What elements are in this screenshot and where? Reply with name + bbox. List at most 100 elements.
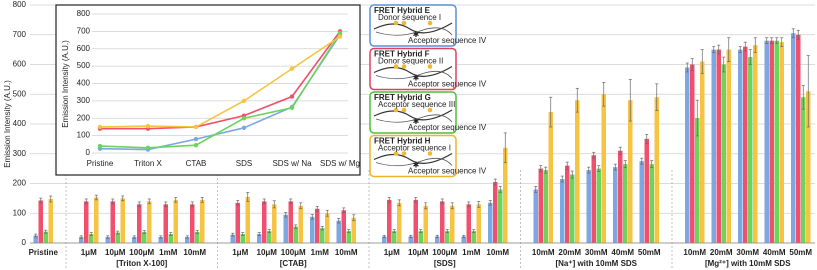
error-bar xyxy=(695,99,699,137)
bar xyxy=(190,204,195,243)
error-bar xyxy=(498,186,502,193)
bar xyxy=(43,231,48,243)
bar xyxy=(764,40,769,244)
bar xyxy=(570,174,575,243)
panel-label: Acceptor sequence I xyxy=(378,144,451,153)
x-tick-label: 100μM xyxy=(129,248,154,257)
y-tick-label: 500 xyxy=(13,89,27,98)
error-bar xyxy=(539,165,543,172)
error-bar xyxy=(132,235,136,239)
bar xyxy=(413,199,418,243)
fluorophore: ✱ xyxy=(413,161,420,170)
error-bar xyxy=(618,146,622,155)
y-tick-label: 200 xyxy=(13,179,27,188)
bar xyxy=(38,200,43,243)
error-bar xyxy=(560,175,564,183)
error-bar xyxy=(503,132,507,164)
group-label: [Triton X-100] xyxy=(116,259,167,268)
error-bar xyxy=(780,37,784,48)
bar xyxy=(801,97,806,243)
y-tick-label: 0 xyxy=(22,238,27,247)
inset-point xyxy=(289,105,295,111)
bar xyxy=(240,234,245,243)
bar xyxy=(392,231,397,243)
panel-title: FRET Hybrid F xyxy=(374,50,430,59)
x-tick-label: 10μM xyxy=(408,248,429,257)
bar xyxy=(33,235,38,243)
error-bar xyxy=(472,229,476,233)
inset-point xyxy=(97,124,103,130)
dye xyxy=(393,151,399,156)
error-bar xyxy=(770,37,774,45)
bar xyxy=(716,49,721,243)
bar xyxy=(163,204,168,243)
error-bar xyxy=(246,192,250,202)
bar xyxy=(272,204,277,243)
strand xyxy=(373,22,453,34)
fluorophore: ✱ xyxy=(413,30,420,39)
inset-y-tick-label: 300 xyxy=(77,96,91,105)
x-tick-label: 10mM xyxy=(486,248,509,257)
bar xyxy=(450,205,455,243)
panel-frame xyxy=(369,47,457,91)
group-label: [CTAB] xyxy=(280,259,307,268)
bar xyxy=(639,161,644,243)
strand xyxy=(375,70,453,80)
bar xyxy=(387,199,392,243)
bar xyxy=(796,34,801,243)
error-bar xyxy=(587,166,591,174)
strand xyxy=(373,152,453,164)
dye xyxy=(427,151,433,156)
inset-y-tick-label: 800 xyxy=(77,9,91,18)
bar xyxy=(200,199,205,243)
x-tick-label: 10μM xyxy=(105,248,126,257)
fret-panel: FRET Hybrid F ✱ Donor sequence II Acceptor … xyxy=(369,47,487,91)
y-axis-label: Emission Intensity (A.U.) xyxy=(3,80,12,168)
panel-label: Acceptor sequence III xyxy=(378,100,455,109)
error-bar xyxy=(445,229,449,233)
panel-label: Acceptor sequence IV xyxy=(408,167,487,176)
error-bar xyxy=(493,178,497,186)
error-bar xyxy=(717,44,721,55)
error-bar xyxy=(801,84,805,110)
dye xyxy=(401,151,407,156)
error-bar xyxy=(645,134,649,144)
bar xyxy=(618,150,623,243)
error-bar xyxy=(685,62,689,73)
x-tick-label: 50mM xyxy=(789,248,812,257)
fret-panel: FRET Hybrid G ✱ Acceptor sequence III Accep… xyxy=(369,91,487,134)
bar xyxy=(700,61,705,244)
bar xyxy=(493,182,498,243)
dye xyxy=(427,107,433,113)
inset-point xyxy=(193,124,199,130)
error-bar xyxy=(142,230,146,234)
inset-y-tick-label: 400 xyxy=(77,79,91,88)
error-bar xyxy=(84,198,88,205)
bar xyxy=(586,170,591,243)
error-bar xyxy=(195,230,199,234)
x-tick-label: 10mM xyxy=(183,248,206,257)
x-tick-label: 1mM xyxy=(462,248,481,257)
bar xyxy=(120,198,125,243)
bar xyxy=(423,205,428,243)
x-tick-label: 1μM xyxy=(81,248,97,257)
bar xyxy=(195,231,200,243)
error-bar xyxy=(743,41,747,52)
inset-point xyxy=(289,94,295,99)
fret-panel: FRET Hybrid E ✱ Donor sequence I Acceptor s… xyxy=(369,4,487,47)
panel-frame xyxy=(369,4,457,47)
error-bar xyxy=(727,37,731,62)
bar xyxy=(743,46,748,244)
inset-y-tick-label: 100 xyxy=(77,131,91,140)
error-bar xyxy=(592,151,596,159)
error-bar xyxy=(628,79,632,122)
bar xyxy=(601,94,606,243)
bar xyxy=(466,204,471,243)
inset-x-tick-label: SDS xyxy=(236,159,252,168)
dye xyxy=(427,20,433,26)
strand xyxy=(373,65,453,77)
error-bar xyxy=(791,28,795,39)
x-tick-label: 100μM xyxy=(432,248,457,257)
error-bar xyxy=(352,214,356,222)
error-bar xyxy=(419,229,423,233)
